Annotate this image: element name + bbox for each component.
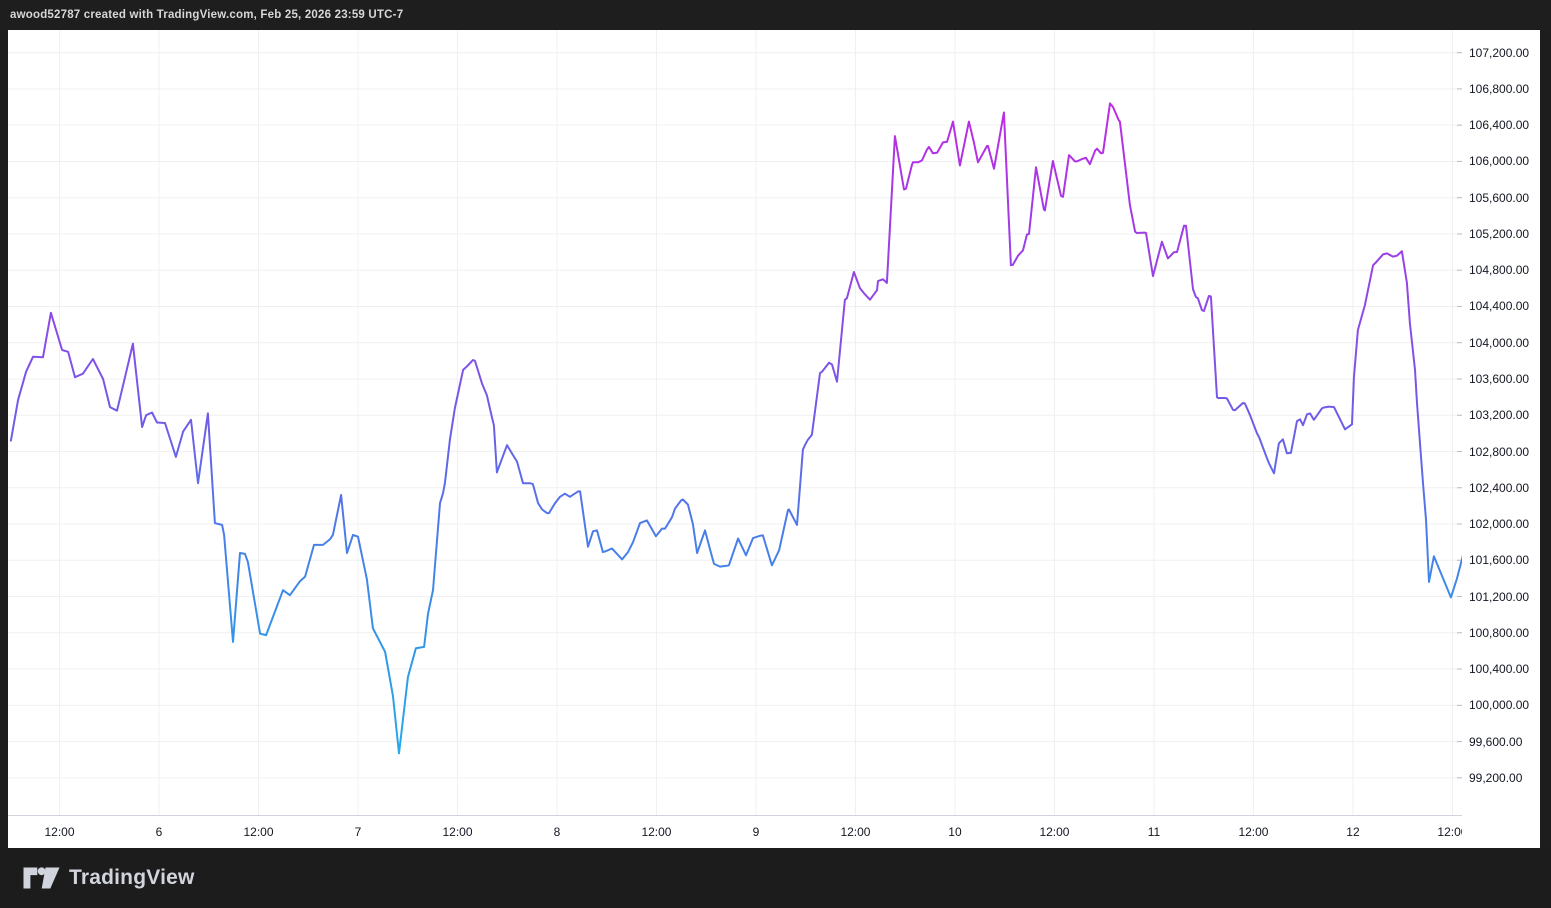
time-axis-label: 12:00 (442, 825, 472, 839)
attribution-bar: awood52787 created with TradingView.com,… (0, 0, 1551, 30)
time-axis-label: 9 (753, 825, 760, 839)
price-axis-label: 107,200.00 (1469, 45, 1530, 60)
price-axis-label: 106,000.00 (1469, 154, 1530, 169)
footer: TradingView (0, 848, 1551, 908)
price-line-series[interactable] (9, 102, 1462, 755)
time-axis-label: 12:00 (1238, 825, 1268, 839)
time-axis-label: 12 (1346, 825, 1360, 839)
tradingview-logo-icon (23, 867, 60, 889)
price-axis-label: 100,800.00 (1469, 625, 1530, 640)
time-axis-label: 12:00 (641, 825, 671, 839)
time-axis-label: 12:00 (1437, 825, 1462, 839)
price-chart[interactable]: 12:00 6 12:00 7 12:00 8 12:00 9 12:00 10 12:00 11 12… (8, 30, 1462, 848)
time-axis-label: 12:00 (840, 825, 870, 839)
price-axis-label: 103,200.00 (1469, 408, 1530, 423)
price-axis-label: 99,200.00 (1469, 770, 1523, 785)
price-axis-label: 104,000.00 (1469, 335, 1530, 350)
price-axis-label: 106,800.00 (1469, 81, 1530, 96)
time-axis-label: 10 (948, 825, 962, 839)
time-axis-label: 11 (1148, 825, 1161, 839)
chart-area: 12:00 6 12:00 7 12:00 8 12:00 9 12:00 10 12:00 11 12… (8, 30, 1540, 848)
price-axis-label: 104,800.00 (1469, 263, 1530, 278)
price-axis[interactable]: 107,200.00 106,800.00 106,400.00 106,000.00… (1462, 30, 1540, 848)
price-axis-label: 100,000.00 (1469, 698, 1530, 713)
price-axis-label: 100,400.00 (1469, 662, 1530, 677)
time-axis-label: 8 (554, 825, 561, 839)
price-axis-label: 102,400.00 (1469, 480, 1530, 495)
price-axis-label: 101,200.00 (1469, 589, 1530, 604)
price-axis-label: 105,600.00 (1469, 190, 1530, 205)
price-axis-label: 102,800.00 (1469, 444, 1530, 459)
tradingview-logo[interactable]: TradingView (0, 866, 195, 890)
price-axis-label: 99,600.00 (1469, 734, 1523, 749)
price-axis-label: 102,000.00 (1469, 517, 1530, 532)
price-axis-label: 103,600.00 (1469, 371, 1530, 386)
price-axis-label: 106,400.00 (1469, 118, 1530, 133)
price-axis-label: 101,600.00 (1469, 553, 1530, 568)
time-axis-label: 12:00 (1039, 825, 1069, 839)
time-axis-label: 12:00 (243, 825, 273, 839)
brand-name: TradingView (69, 866, 195, 889)
time-axis-label: 7 (355, 825, 362, 839)
attribution-text: awood52787 created with TradingView.com,… (10, 9, 404, 21)
price-axis-label: 105,200.00 (1469, 226, 1530, 241)
time-axis-label: 12:00 (44, 825, 74, 839)
time-axis-label: 6 (156, 825, 163, 839)
price-axis-label: 104,400.00 (1469, 299, 1530, 314)
